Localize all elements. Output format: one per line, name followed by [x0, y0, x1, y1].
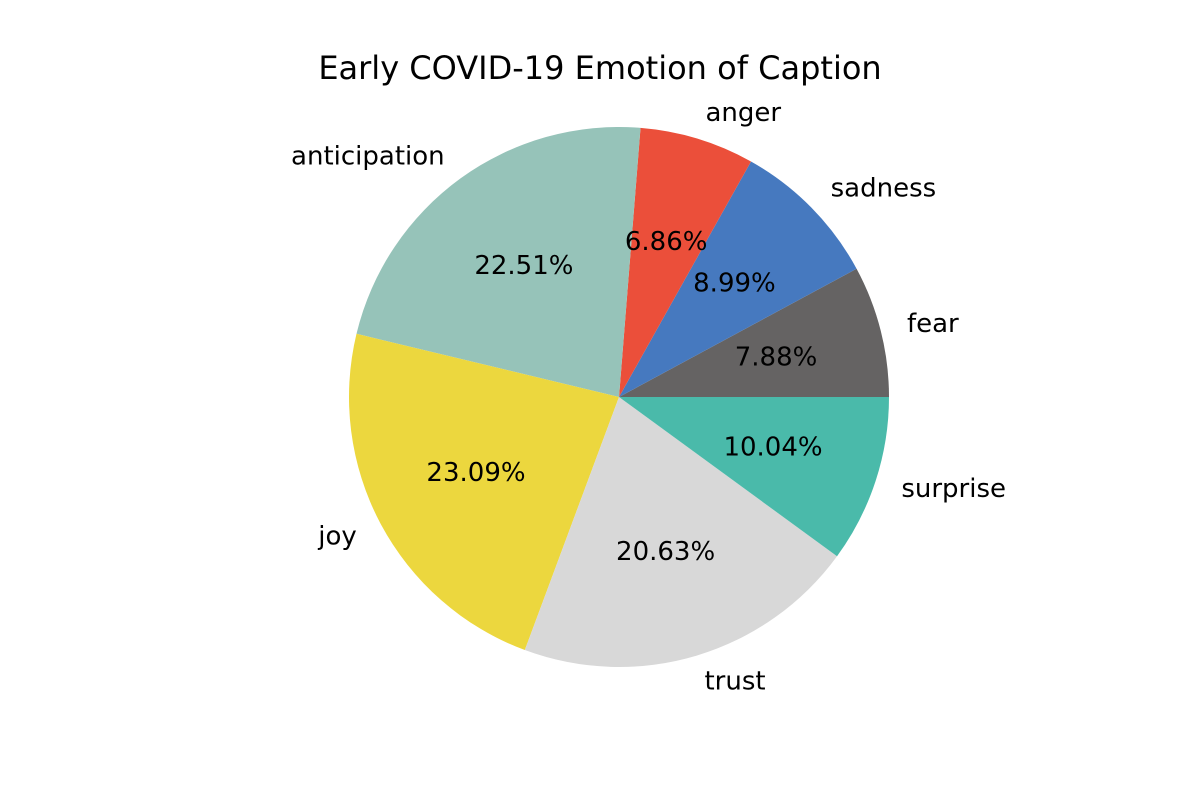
slice-label-anticipation: anticipation — [291, 142, 445, 172]
pie-slice-fear — [619, 268, 889, 397]
slice-label-joy: joy — [317, 522, 357, 552]
pie-slice-trust — [524, 397, 838, 668]
chart-title: Early COVID-19 Emotion of Caption — [318, 49, 882, 87]
pct-label-sadness: 8.99% — [693, 268, 776, 298]
pie-labels: fear 7.88% sadness 8.99% anger 6.86% anticipat… — [291, 98, 1006, 697]
pct-label-anger: 6.86% — [625, 227, 708, 257]
pie-slices — [348, 127, 889, 668]
slice-label-trust: trust — [704, 666, 765, 696]
pct-label-trust: 20.63% — [616, 537, 715, 567]
slice-label-surprise: surprise — [901, 474, 1006, 504]
pct-label-anticipation: 22.51% — [474, 251, 573, 281]
pie-slice-sadness — [619, 161, 857, 397]
slice-label-anger: anger — [705, 98, 781, 128]
pct-label-fear: 7.88% — [735, 342, 818, 372]
slice-label-sadness: sadness — [831, 174, 937, 204]
pie-slice-joy — [348, 333, 619, 651]
pie-slice-anticipation — [356, 127, 641, 397]
slice-label-fear: fear — [907, 309, 959, 339]
pie-slice-anger — [619, 127, 751, 398]
pct-label-joy: 23.09% — [426, 458, 525, 488]
pct-label-surprise: 10.04% — [723, 432, 822, 462]
pie-slice-surprise — [619, 397, 889, 557]
